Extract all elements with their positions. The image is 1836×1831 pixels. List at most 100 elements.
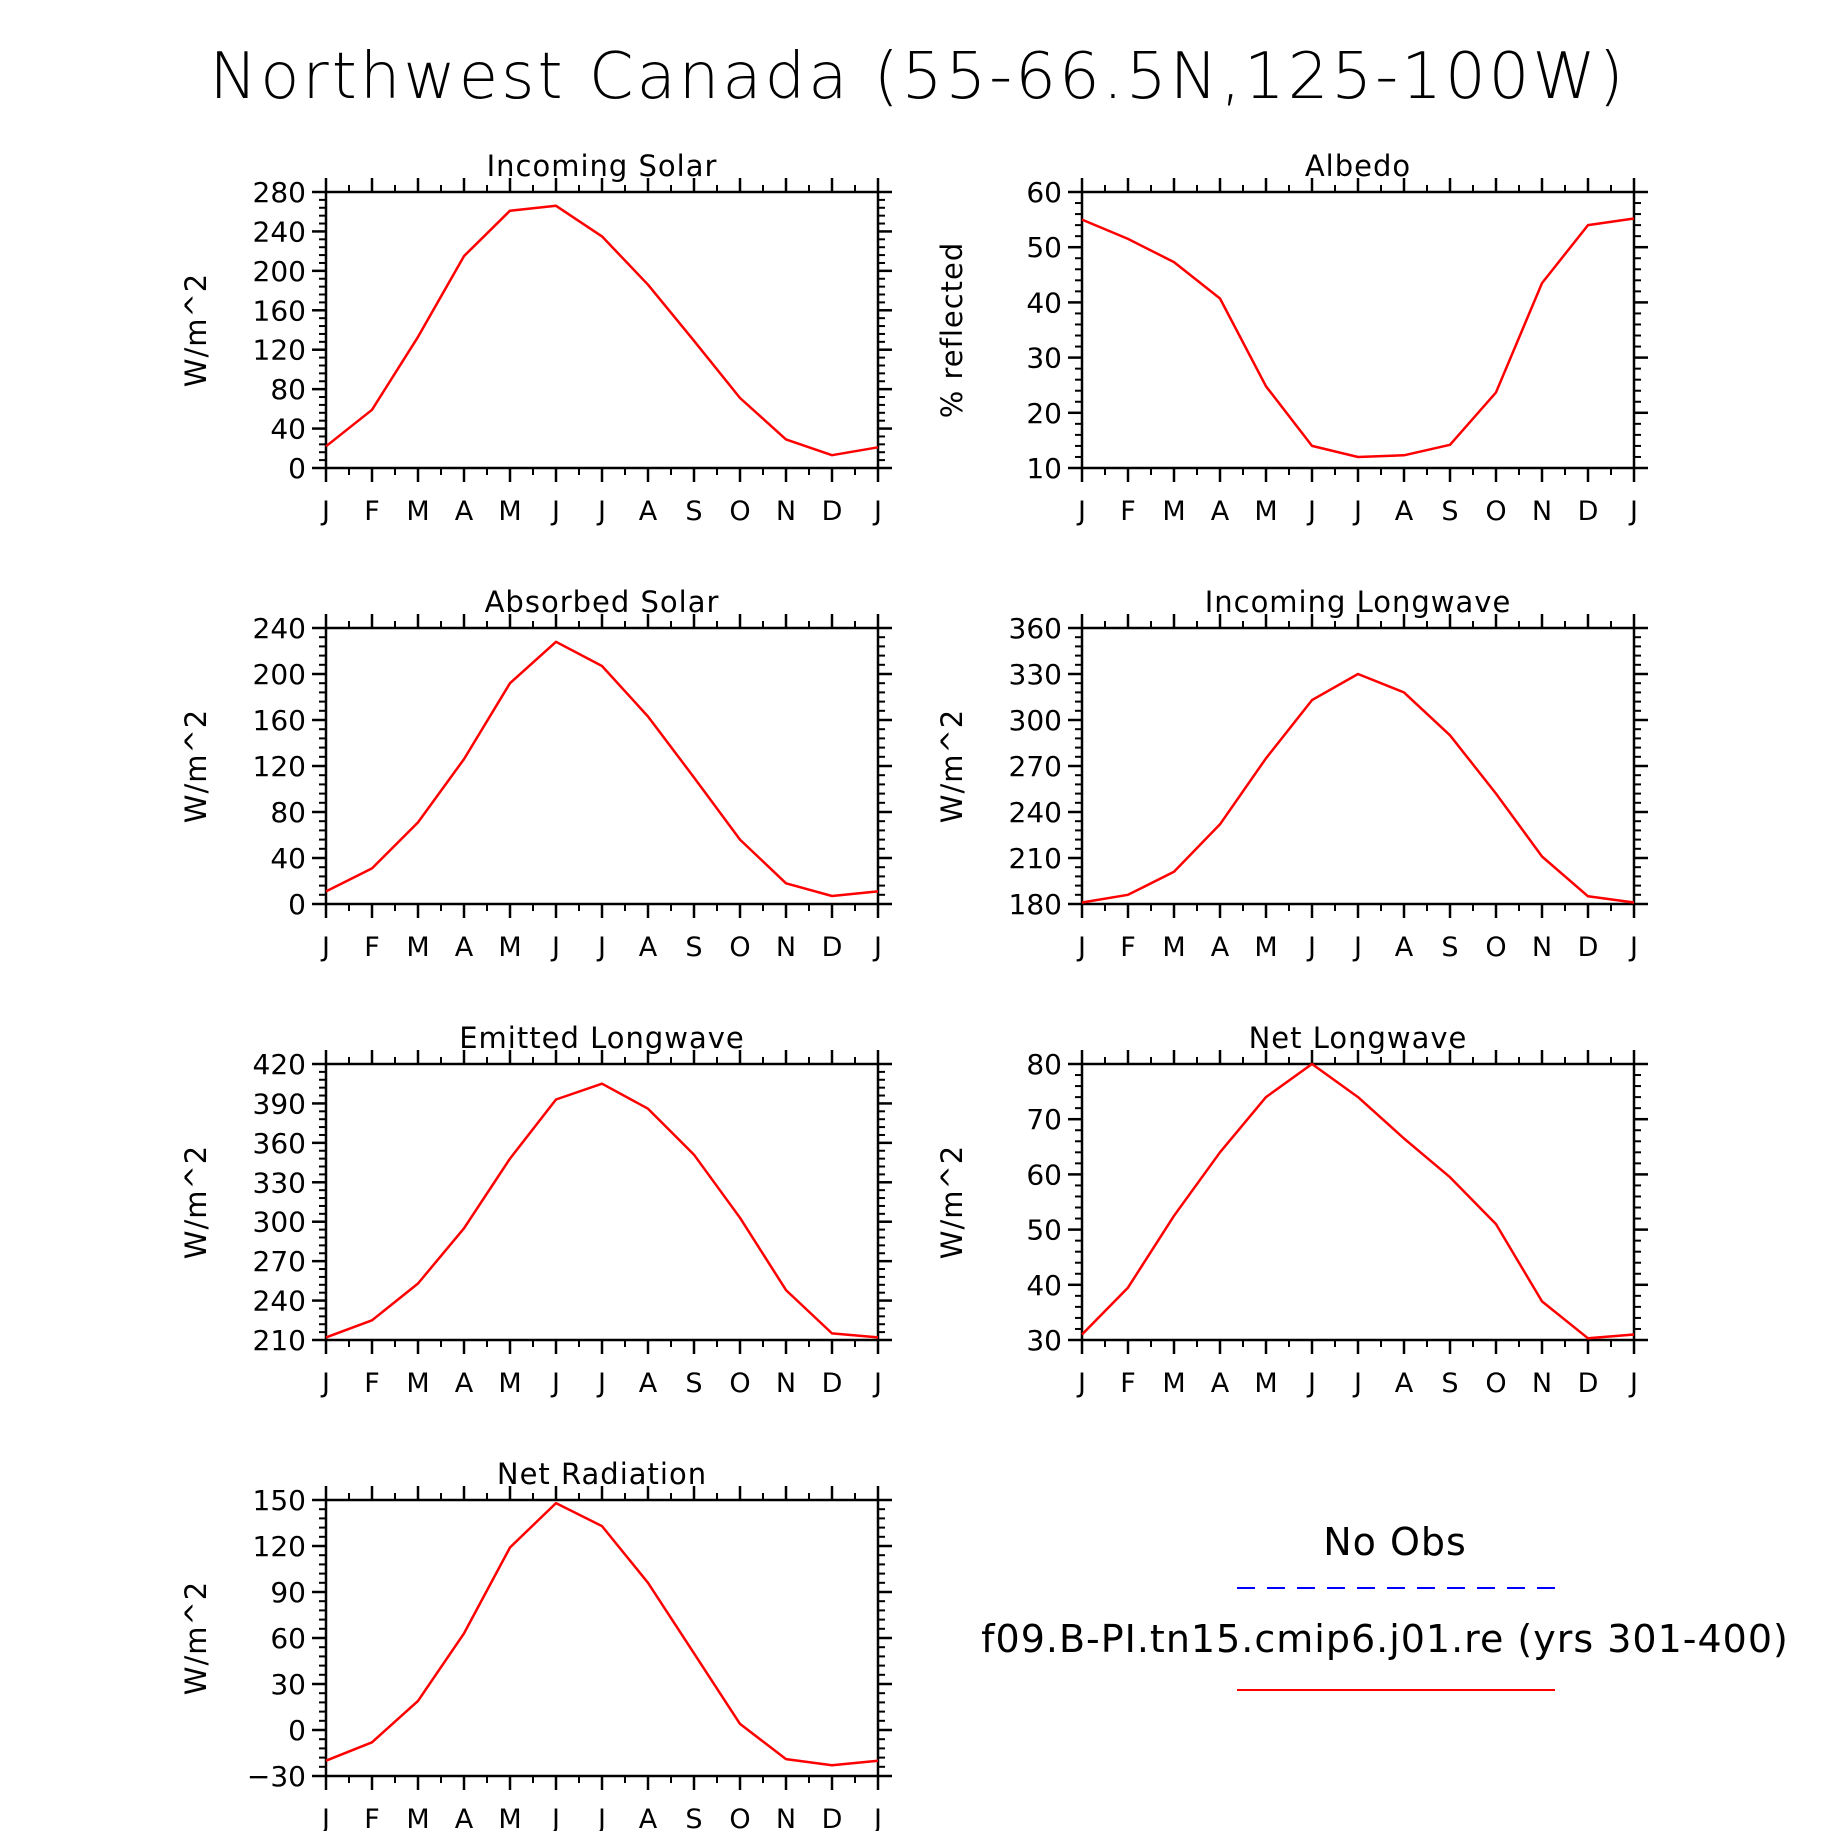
y-tick-label: 160 (253, 704, 306, 737)
x-tick-label: J (550, 1368, 560, 1399)
plot-frame (1080, 626, 1636, 906)
x-tick-label: A (1395, 496, 1414, 527)
x-tick-label: N (776, 1368, 796, 1399)
x-tick-label: A (1211, 932, 1230, 963)
y-tick-label: 160 (253, 294, 306, 327)
x-tick-label: M (1162, 1368, 1185, 1399)
x-tick-label: S (1441, 496, 1458, 527)
x-tick-label: O (729, 932, 750, 963)
chart-title: Emitted Longwave (459, 1021, 745, 1055)
x-tick-label: M (406, 496, 429, 527)
y-tick-label: 270 (253, 1245, 306, 1278)
x-tick-label: J (1306, 932, 1316, 963)
y-axis-label: % reflected (935, 242, 969, 419)
x-tick-label: F (364, 1804, 380, 1831)
x-tick-label: J (1628, 1368, 1638, 1399)
y-tick-label: 0 (288, 888, 306, 921)
x-tick-label: D (822, 932, 843, 963)
y-tick-label: 210 (1009, 842, 1062, 875)
plot-frame (324, 626, 880, 906)
x-tick-label: M (406, 932, 429, 963)
x-tick-label: F (364, 932, 380, 963)
x-tick-label: S (685, 496, 702, 527)
chart-title: Net Radiation (497, 1457, 707, 1491)
y-tick-label: 0 (288, 452, 306, 485)
x-tick-label: A (639, 932, 658, 963)
y-axis-label: W/m^2 (179, 1145, 213, 1259)
x-tick-label: O (1485, 932, 1506, 963)
y-tick-label: 30 (1026, 1324, 1062, 1357)
y-tick-label: 80 (1026, 1048, 1062, 1081)
series-line-0 (325, 204, 879, 457)
x-tick-label: D (1578, 1368, 1599, 1399)
y-tick-label: 300 (253, 1206, 306, 1239)
series-line-0 (325, 1501, 879, 1767)
x-tick-label: N (776, 496, 796, 527)
series-line-0 (1081, 1062, 1635, 1340)
y-tick-label: 80 (270, 373, 306, 406)
y-tick-label: 210 (253, 1324, 306, 1357)
y-tick-label: −30 (247, 1760, 306, 1793)
y-tick-label: 0 (288, 1714, 306, 1747)
plot-frame (1080, 1062, 1636, 1342)
x-tick-label: J (320, 1368, 330, 1399)
x-tick-label: A (455, 1804, 474, 1831)
legend-obs-label: No Obs (1323, 1520, 1467, 1564)
x-tick-label: D (1578, 932, 1599, 963)
y-tick-label: 240 (253, 1285, 306, 1318)
y-tick-label: 30 (1026, 342, 1062, 375)
x-tick-label: M (1162, 496, 1185, 527)
y-tick-label: 330 (1009, 658, 1062, 691)
y-tick-label: 240 (253, 612, 306, 645)
y-tick-label: 40 (270, 413, 306, 446)
legend-model-label: f09.B-PI.tn15.cmip6.j01.re (yrs 301-400) (981, 1617, 1789, 1661)
x-tick-label: J (872, 1368, 882, 1399)
x-tick-label: O (729, 496, 750, 527)
x-tick-label: J (1076, 932, 1086, 963)
plot-frame (324, 1498, 880, 1778)
y-tick-label: 200 (253, 255, 306, 288)
x-tick-label: S (685, 1368, 702, 1399)
x-tick-label: A (639, 1368, 658, 1399)
legend-obs-line (1237, 1587, 1555, 1589)
y-tick-label: 20 (1026, 397, 1062, 430)
plot-frame (1080, 190, 1636, 470)
x-tick-label: F (1120, 1368, 1136, 1399)
x-tick-label: M (406, 1804, 429, 1831)
x-tick-label: O (1485, 496, 1506, 527)
y-axis-label: W/m^2 (179, 273, 213, 387)
y-tick-label: 60 (1026, 1158, 1062, 1191)
y-tick-label: 270 (1009, 750, 1062, 783)
x-tick-label: A (1211, 1368, 1230, 1399)
x-tick-label: J (1306, 1368, 1316, 1399)
x-tick-label: J (320, 496, 330, 527)
chart-panel-0: J F M A M J J A S O N D J04080120160200240280Incomin… (179, 149, 892, 527)
legend-model-line (1237, 1689, 1555, 1691)
x-tick-label: S (685, 932, 702, 963)
chart-title: Net Longwave (1249, 1021, 1468, 1055)
x-tick-label: M (1254, 932, 1277, 963)
x-tick-label: N (1532, 1368, 1552, 1399)
chart-title: Absorbed Solar (485, 585, 720, 619)
x-tick-label: S (685, 1804, 702, 1831)
y-tick-label: 90 (270, 1576, 306, 1609)
x-tick-label: D (822, 1804, 843, 1831)
y-tick-label: 60 (1026, 176, 1062, 209)
x-tick-label: J (1076, 496, 1086, 527)
x-tick-label: N (776, 932, 796, 963)
y-tick-label: 40 (1026, 1269, 1062, 1302)
series-line-0 (325, 1082, 879, 1339)
chart-title: Incoming Longwave (1205, 585, 1512, 619)
y-tick-label: 240 (253, 215, 306, 248)
x-tick-label: D (822, 1368, 843, 1399)
y-tick-label: 150 (253, 1484, 306, 1517)
y-tick-label: 50 (1026, 1214, 1062, 1247)
y-tick-label: 360 (1009, 612, 1062, 645)
x-tick-label: J (596, 932, 606, 963)
page-title: Northwest Canada (55-66.5N,125-100W) (209, 40, 1627, 114)
